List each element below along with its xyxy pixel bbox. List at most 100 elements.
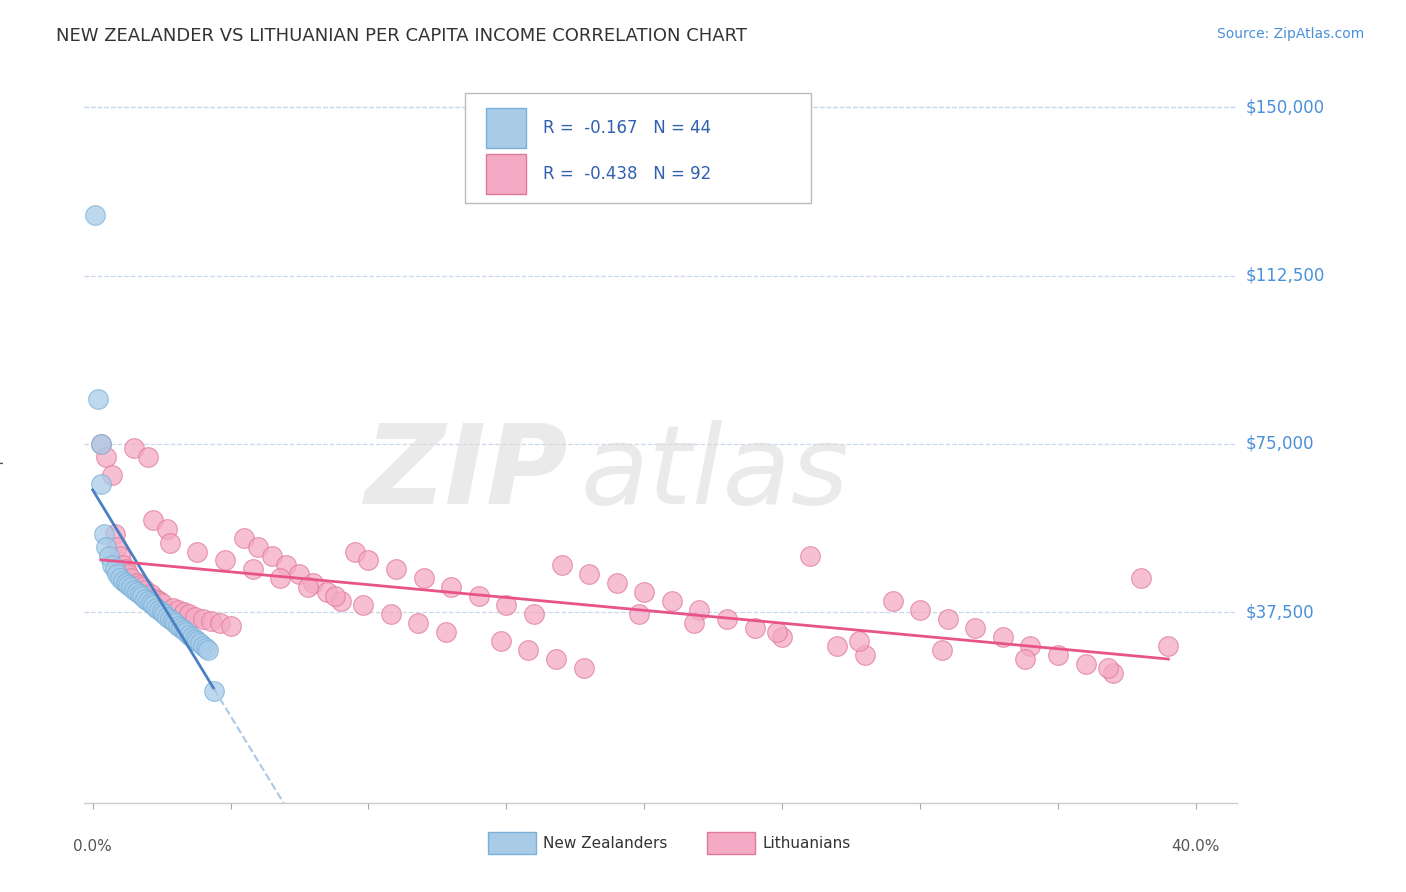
Point <box>114 575 136 590</box>
Point <box>90 477 112 491</box>
Point <box>688 603 710 617</box>
Point <box>162 600 184 615</box>
Point <box>302 575 325 590</box>
Point <box>139 596 162 610</box>
Point <box>122 582 145 597</box>
Point <box>233 531 256 545</box>
Point <box>183 609 205 624</box>
Text: atlas: atlas <box>581 420 849 527</box>
Point <box>156 609 179 624</box>
Point <box>111 574 134 588</box>
Point <box>110 571 132 585</box>
Point <box>156 522 179 536</box>
Point <box>412 571 434 585</box>
Point <box>260 549 283 563</box>
Point <box>176 625 198 640</box>
FancyBboxPatch shape <box>485 108 526 148</box>
Point <box>1074 657 1097 671</box>
Point <box>357 553 380 567</box>
Point <box>202 683 225 698</box>
Point <box>117 566 139 581</box>
Point <box>214 553 236 567</box>
Point <box>159 535 181 549</box>
Point <box>219 618 242 632</box>
Point <box>744 621 766 635</box>
Point <box>120 571 142 585</box>
Point <box>288 566 311 581</box>
Point <box>84 208 107 222</box>
Point <box>316 585 339 599</box>
Point <box>269 571 291 585</box>
Point <box>633 585 655 599</box>
Text: 0.0%: 0.0% <box>73 838 112 854</box>
Text: Source: ZipAtlas.com: Source: ZipAtlas.com <box>1216 27 1364 41</box>
Point <box>274 558 297 572</box>
Point <box>101 558 124 572</box>
Point <box>352 599 374 613</box>
Point <box>297 581 319 595</box>
Point <box>517 643 540 657</box>
Text: ZIP: ZIP <box>366 420 568 527</box>
Point <box>799 549 821 563</box>
Point <box>170 621 193 635</box>
Point <box>200 614 222 628</box>
Text: R =  -0.438   N = 92: R = -0.438 N = 92 <box>543 165 711 183</box>
Point <box>131 581 153 595</box>
Point <box>134 591 156 606</box>
Point <box>162 614 184 628</box>
FancyBboxPatch shape <box>465 94 811 203</box>
Text: $112,500: $112,500 <box>1246 267 1324 285</box>
Point <box>125 575 148 590</box>
Point <box>661 594 683 608</box>
Point <box>1046 648 1069 662</box>
Point <box>544 652 567 666</box>
Point <box>104 526 127 541</box>
Point <box>991 630 1014 644</box>
Point <box>179 607 201 622</box>
Point <box>523 607 546 622</box>
Point <box>186 544 208 558</box>
Point <box>87 392 110 406</box>
Point <box>468 590 491 604</box>
Point <box>1014 652 1036 666</box>
Point <box>1102 665 1125 680</box>
Point <box>440 581 463 595</box>
Point <box>104 562 127 576</box>
Point <box>173 623 195 637</box>
Point <box>247 540 270 554</box>
Point <box>627 607 650 622</box>
Point <box>183 632 205 646</box>
Point <box>434 625 457 640</box>
FancyBboxPatch shape <box>707 832 755 854</box>
Point <box>131 590 153 604</box>
Point <box>101 468 124 483</box>
Text: NEW ZEALANDER VS LITHUANIAN PER CAPITA INCOME CORRELATION CHART: NEW ZEALANDER VS LITHUANIAN PER CAPITA I… <box>56 27 747 45</box>
Point <box>770 630 793 644</box>
Point <box>139 587 162 601</box>
FancyBboxPatch shape <box>488 832 536 854</box>
Point <box>191 639 214 653</box>
Point <box>965 621 987 635</box>
Text: $37,500: $37,500 <box>1246 603 1315 621</box>
Text: $150,000: $150,000 <box>1246 98 1324 116</box>
Point <box>142 599 165 613</box>
Point <box>145 591 167 606</box>
Point <box>578 566 600 581</box>
FancyBboxPatch shape <box>485 154 526 194</box>
Point <box>1019 639 1042 653</box>
Point <box>908 603 931 617</box>
Text: Per Capita Income: Per Capita Income <box>0 374 4 514</box>
Point <box>489 634 512 648</box>
Text: $75,000: $75,000 <box>1246 434 1315 453</box>
Text: R =  -0.167   N = 44: R = -0.167 N = 44 <box>543 119 711 137</box>
Point <box>122 442 145 456</box>
Point <box>145 600 167 615</box>
Point <box>186 634 208 648</box>
Point <box>827 639 849 653</box>
Point <box>150 605 173 619</box>
Point <box>117 578 139 592</box>
Point <box>150 596 173 610</box>
Point <box>128 578 150 592</box>
Point <box>90 437 112 451</box>
Point <box>1129 571 1152 585</box>
